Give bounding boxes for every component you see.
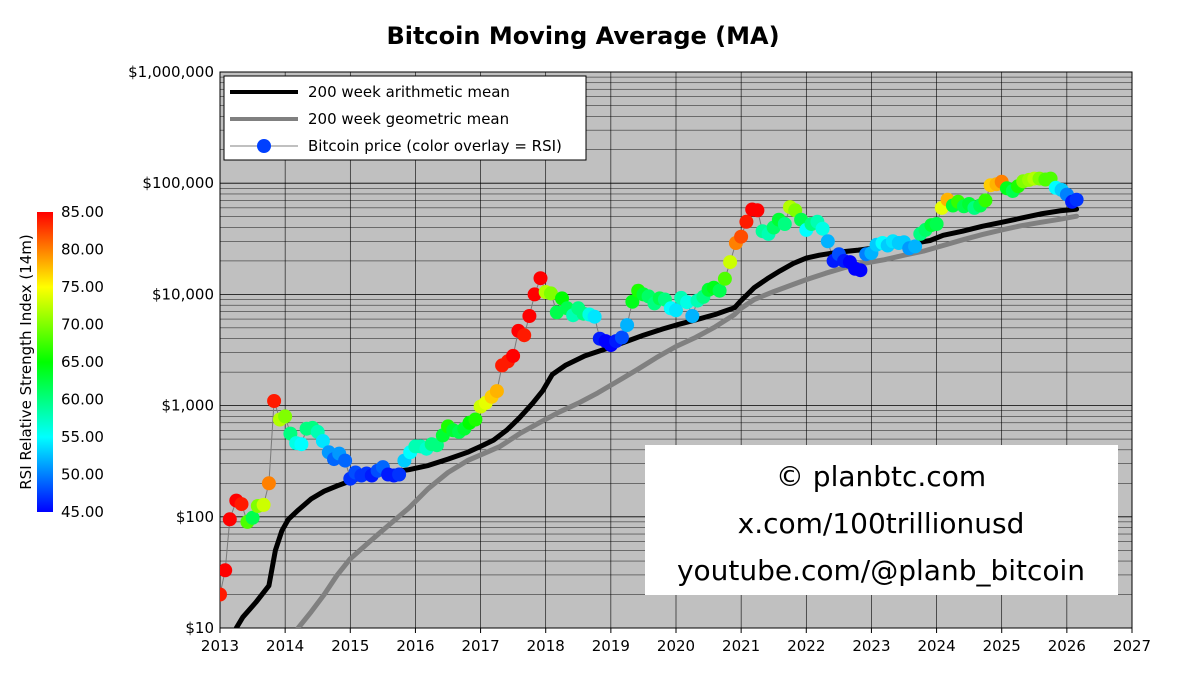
price-point (220, 587, 227, 602)
colorbar-ticks: 85.00 80.00 75.00 70.00 65.00 60.00 55.00 50.00… (61, 203, 104, 521)
price-point (489, 384, 504, 399)
price-point (929, 217, 944, 231)
price-point (392, 467, 407, 482)
x-tick-label: 2025 (983, 637, 1021, 655)
watermark-line-1: © planbtc.com (776, 460, 986, 493)
x-tick-label: 2022 (787, 637, 825, 655)
price-point (256, 497, 271, 512)
price-point (908, 239, 923, 254)
colorbar-tick-label: 70.00 (61, 316, 104, 334)
price-point (620, 318, 635, 333)
price-point (543, 286, 558, 301)
price-point (338, 453, 353, 468)
price-point (750, 203, 765, 218)
chart-title: Bitcoin Moving Average (MA) (386, 22, 779, 50)
price-points (220, 171, 1084, 602)
price-point (517, 328, 532, 343)
x-tick-label: 2016 (396, 637, 434, 655)
x-tick-label: 2026 (1048, 637, 1086, 655)
colorbar-gradient (37, 212, 53, 512)
watermark-box: © planbtc.com x.com/100trillionusd youtu… (645, 445, 1118, 595)
price-point (815, 221, 830, 236)
x-tick-label: 2017 (461, 637, 499, 655)
x-tick-label: 2020 (657, 637, 695, 655)
price-point (820, 234, 835, 249)
y-tick-label: $10,000 (152, 285, 214, 303)
y-tick-label: $100,000 (142, 174, 214, 192)
price-point (522, 309, 537, 323)
rsi-colorbar: RSI Relative Strength Index (14m) 85.008… (17, 203, 104, 521)
price-point (587, 309, 602, 324)
price-point (506, 348, 521, 363)
legend-label-geo: 200 week geometric mean (308, 110, 509, 128)
y-tick-label: $1,000,000 (128, 63, 214, 81)
colorbar-tick-label: 80.00 (61, 241, 104, 259)
watermark-background (645, 445, 1118, 595)
price-point (245, 510, 260, 525)
watermark-line-2: x.com/100trillionusd (738, 507, 1025, 540)
colorbar-tick-label: 65.00 (61, 353, 104, 371)
price-point (468, 412, 483, 427)
price-point (669, 303, 683, 318)
y-tick-label: $1,000 (162, 397, 215, 415)
price-point (1069, 192, 1084, 207)
price-point (777, 217, 792, 231)
x-tick-label: 2015 (331, 637, 369, 655)
price-point (680, 295, 695, 310)
colorbar-tick-label: 75.00 (61, 278, 104, 296)
price-point (614, 330, 629, 345)
price-point (220, 563, 233, 578)
price-point (853, 263, 868, 278)
colorbar-label: RSI Relative Strength Index (14m) (17, 234, 35, 490)
price-point (739, 214, 754, 229)
legend-label-arith: 200 week arithmetic mean (308, 83, 510, 101)
price-point (533, 271, 548, 286)
legend-swatch-price-dot (257, 139, 271, 153)
price-point (625, 294, 640, 309)
x-axis-ticks: 2013 2014 2015 2016 2017 2018 2019 2020 2021 2022… (201, 628, 1151, 655)
y-axis-ticks: $10 $100 $1,000 $10,000 $100,000 $1,000,000 (128, 63, 214, 637)
legend-label-price: Bitcoin price (color overlay = RSI) (308, 137, 562, 155)
price-point (734, 229, 749, 244)
price-point (261, 476, 276, 491)
colorbar-tick-label: 55.00 (61, 428, 104, 446)
geometric-mean-line (295, 213, 1080, 628)
price-point (222, 512, 237, 527)
price-point (978, 193, 993, 208)
x-tick-label: 2014 (266, 637, 304, 655)
watermark-line-3: youtube.com/@planb_bitcoin (677, 554, 1085, 587)
colorbar-tick-label: 85.00 (61, 203, 104, 221)
price-point (267, 394, 282, 408)
legend: 200 week arithmetic mean 200 week geomet… (223, 75, 587, 161)
price-point (234, 497, 249, 512)
y-tick-label: $100 (176, 508, 214, 526)
colorbar-tick-label: 50.00 (61, 466, 104, 484)
x-tick-label: 2024 (917, 637, 955, 655)
price-point (315, 434, 330, 448)
price-point (278, 409, 293, 424)
colorbar-tick-label: 45.00 (61, 503, 104, 521)
price-point (685, 309, 700, 323)
price-point (723, 255, 738, 270)
price-point (294, 437, 309, 452)
price-point (717, 271, 732, 286)
price-point (712, 283, 727, 298)
x-tick-label: 2018 (527, 637, 565, 655)
colorbar-tick-label: 60.00 (61, 391, 104, 409)
x-tick-label: 2013 (201, 637, 239, 655)
x-tick-label: 2019 (592, 637, 630, 655)
y-tick-label: $10 (185, 619, 214, 637)
price-point (527, 287, 542, 302)
x-tick-label: 2023 (852, 637, 890, 655)
x-tick-label: 2021 (722, 637, 760, 655)
x-tick-label: 2027 (1113, 637, 1151, 655)
